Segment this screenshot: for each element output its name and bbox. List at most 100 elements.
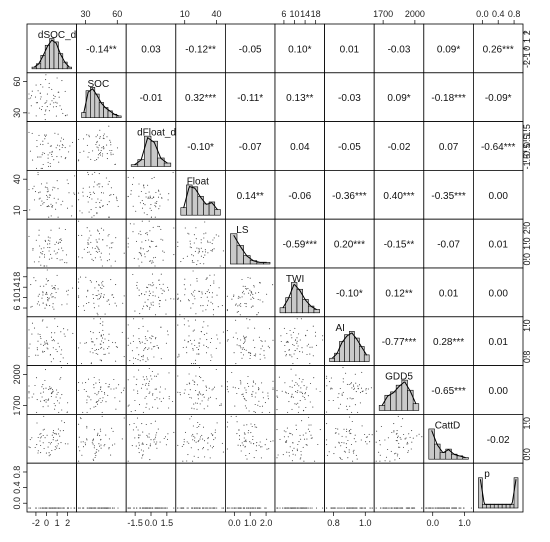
scatter-point	[127, 460, 129, 462]
correlation-value: 0.01	[439, 288, 459, 299]
scatter-point	[197, 349, 200, 351]
scatter-point	[43, 400, 45, 402]
scatter-point	[100, 386, 102, 388]
scatter-point	[110, 152, 112, 154]
scatter-point	[334, 446, 336, 448]
scatter-point	[99, 287, 102, 289]
scatter-point	[410, 448, 412, 450]
scatter-point	[43, 254, 46, 256]
scatter-point	[51, 155, 53, 158]
scatter-point	[399, 446, 401, 448]
scatter-point	[281, 390, 283, 392]
scatter-point	[365, 436, 367, 438]
scatter-point	[311, 507, 313, 509]
scatter-point	[111, 294, 113, 296]
scatter-point	[212, 309, 215, 311]
scatter-point	[156, 200, 158, 203]
panel-1-4	[224, 72, 276, 123]
scatter-point	[276, 395, 278, 397]
correlation-value: -0.03	[388, 44, 411, 55]
scatter-point	[40, 343, 42, 345]
scatter-point	[156, 397, 158, 399]
scatter-point	[307, 343, 310, 345]
panel-9-0	[26, 462, 77, 513]
tick-label: 1700	[373, 9, 393, 19]
panel-4-2	[125, 218, 177, 269]
scatter-point	[151, 507, 153, 509]
scatter-point	[152, 335, 154, 338]
scatter-point	[93, 507, 95, 509]
scatter-point	[198, 342, 200, 344]
panel-8-0	[26, 413, 77, 464]
scatter-point	[39, 92, 41, 94]
scatter-point	[123, 417, 125, 419]
scatter-point	[173, 431, 175, 433]
scatter-point	[148, 284, 150, 286]
scatter-point	[47, 348, 49, 350]
scatter-point	[295, 391, 297, 393]
scatter-point	[47, 239, 49, 241]
scatter-point	[48, 216, 50, 218]
tick-label: 0.8	[12, 466, 22, 479]
scatter-point	[85, 342, 87, 344]
scatter-point	[90, 194, 92, 196]
scatter-point	[295, 374, 297, 376]
scatter-point	[37, 354, 39, 356]
scatter-point	[236, 338, 239, 340]
scatter-point	[315, 388, 317, 390]
correlation-value: -0.15**	[384, 240, 415, 251]
scatter-point	[60, 367, 62, 369]
scatter-point	[206, 291, 208, 293]
scatter-point	[67, 443, 69, 445]
panel-9-8	[423, 462, 474, 513]
scatter-point	[142, 376, 144, 378]
scatter-point	[421, 436, 423, 438]
scatter-point	[222, 507, 224, 509]
panel-4-6	[324, 218, 375, 269]
scatter-point	[343, 450, 345, 452]
scatter-point	[254, 403, 256, 406]
scatter-point	[32, 249, 34, 251]
scatter-point	[351, 398, 353, 400]
scatter-point	[45, 452, 47, 454]
scatter-point	[350, 383, 352, 385]
scatter-point	[221, 507, 223, 509]
scatter-point	[88, 237, 90, 239]
scatter-point	[184, 339, 186, 341]
scatter-point	[33, 261, 35, 263]
scatter-point	[132, 340, 134, 343]
scatter-point	[278, 376, 280, 378]
scatter-point	[216, 334, 218, 336]
scatter-point	[61, 420, 63, 422]
scatter-point	[202, 448, 204, 450]
panel-2-9	[472, 121, 524, 171]
scatter-point	[307, 395, 309, 397]
scatter-point	[148, 347, 150, 349]
scatter-point	[113, 296, 115, 298]
scatter-point	[145, 406, 147, 408]
scatter-point	[369, 507, 371, 509]
scatter-point	[393, 423, 395, 425]
scatter-point	[141, 443, 143, 445]
scatter-point	[328, 451, 330, 453]
scatter-point	[135, 357, 137, 360]
tick-label: 14	[300, 9, 310, 19]
panel-1-9	[472, 72, 524, 123]
scatter-point	[248, 352, 250, 354]
scatter-point	[43, 152, 46, 154]
scatter-point	[300, 450, 302, 453]
scatter-point	[44, 369, 47, 371]
scatter-point	[91, 198, 93, 200]
scatter-point	[108, 333, 110, 335]
scatter-point	[226, 507, 228, 509]
scatter-point	[217, 306, 219, 308]
scatter-point	[254, 396, 256, 398]
histogram-bar	[40, 55, 46, 70]
scatter-point	[148, 408, 150, 410]
scatter-point	[119, 400, 121, 402]
scatter-point	[159, 441, 161, 443]
scatter-point	[150, 439, 152, 441]
scatter-point	[42, 144, 44, 146]
scatter-point	[400, 507, 402, 509]
scatter-point	[239, 345, 242, 347]
